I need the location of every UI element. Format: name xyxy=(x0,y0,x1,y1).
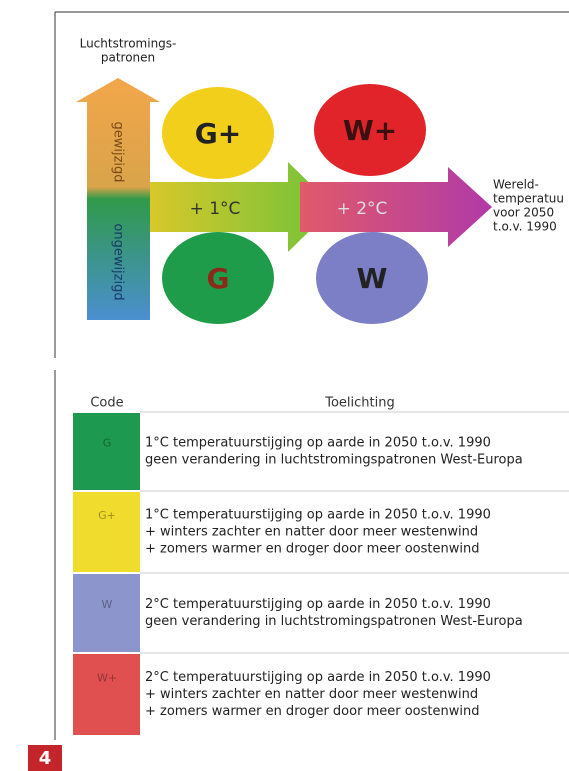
code-label: G+ xyxy=(98,509,116,522)
circle-g xyxy=(162,232,274,324)
explanation: 1°C temperatuurstijging op aarde in 2050… xyxy=(145,436,491,451)
arrow-2 xyxy=(300,167,492,247)
code-cell xyxy=(73,574,140,652)
x-axis-label: t.o.v. 1990 xyxy=(493,220,557,234)
arrow-label: + 1°C xyxy=(190,199,241,219)
explanation: + winters zachter en natter door meer we… xyxy=(145,687,478,702)
table-body: G 1°C temperatuurstijging op aarde in 205… xyxy=(73,411,569,735)
circle-label: G+ xyxy=(195,117,241,150)
explanation: + zomers warmer en droger door meer oost… xyxy=(145,704,479,719)
page-number-box xyxy=(28,745,62,771)
down-label: ongewijzigd xyxy=(111,223,126,300)
x-axis-label: temperatuu xyxy=(493,192,564,206)
up-label: gewijzigd xyxy=(111,121,126,182)
x-axis-label: voor 2050 xyxy=(493,206,554,220)
explanation: geen verandering in luchtstromingspatron… xyxy=(145,453,523,468)
circle-label: W+ xyxy=(343,114,397,147)
code-cell xyxy=(73,492,140,572)
table-header: Toelichting xyxy=(324,396,395,411)
page-number: 4 xyxy=(39,748,52,769)
code-label: W xyxy=(102,598,113,611)
code-cell xyxy=(73,654,140,735)
explanation: + winters zachter en natter door meer we… xyxy=(145,525,478,540)
arrow-1 xyxy=(150,162,334,252)
circle-label: G xyxy=(207,262,230,295)
vertical-arrow xyxy=(76,78,160,320)
y-axis-label: Luchtstromings- xyxy=(80,37,177,51)
code-label: W+ xyxy=(97,672,117,685)
explanation: 1°C temperatuurstijging op aarde in 2050… xyxy=(145,508,491,523)
arrow-label: + 2°C xyxy=(337,199,388,219)
explanation: + zomers warmer en droger door meer oost… xyxy=(145,542,479,557)
circle-w xyxy=(316,232,428,324)
explanation: 2°C temperatuurstijging op aarde in 2050… xyxy=(145,670,491,685)
table-header: Code xyxy=(90,396,123,411)
y-axis-label: patronen xyxy=(101,51,155,65)
circle-label: W xyxy=(357,262,388,295)
x-axis-label: Wereld- xyxy=(493,178,539,192)
code-cell xyxy=(73,413,140,490)
circle-w-plus xyxy=(314,84,426,176)
explanation: 2°C temperatuurstijging op aarde in 2050… xyxy=(145,597,491,612)
explanation: geen verandering in luchtstromingspatron… xyxy=(145,614,523,629)
code-label: G xyxy=(103,437,112,450)
circle-g-plus xyxy=(162,87,274,179)
